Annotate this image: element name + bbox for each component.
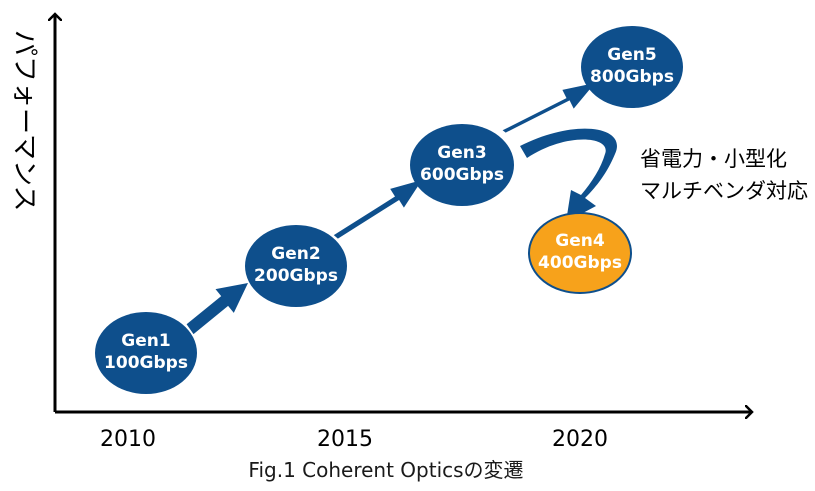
arrow-gen2-gen3: [333, 180, 422, 239]
node-gen4-rate: 400Gbps: [538, 253, 622, 273]
annotation-line-2: マルチベンダ対応: [640, 179, 808, 203]
annotation-line-1: 省電力・小型化: [640, 147, 787, 171]
x-tick-2015: 2015: [317, 427, 373, 452]
figure-caption: Fig.1 Coherent Opticsの変遷: [248, 458, 523, 482]
node-gen1-label: Gen1: [121, 331, 170, 351]
node-gen5: Gen5 800Gbps: [581, 26, 683, 108]
node-gen5-rate: 800Gbps: [590, 67, 674, 87]
node-gen5-label: Gen5: [607, 45, 656, 65]
node-gen3-label: Gen3: [437, 143, 486, 163]
node-gen3: Gen3 600Gbps: [410, 124, 514, 206]
arrow-gen1-gen2: [186, 283, 248, 335]
x-tick-2020: 2020: [552, 427, 608, 452]
arrow-gen3-gen4-curve: [520, 128, 617, 222]
node-gen2-rate: 200Gbps: [254, 266, 338, 286]
y-axis-title: パフォーマンス: [9, 30, 39, 211]
node-gen2-label: Gen2: [271, 244, 320, 264]
node-gen2: Gen2 200Gbps: [245, 225, 347, 307]
arrow-gen3-gen5: [502, 83, 595, 133]
node-gen1-rate: 100Gbps: [104, 353, 188, 373]
x-tick-2010: 2010: [100, 427, 156, 452]
node-gen4-label: Gen4: [555, 231, 605, 251]
node-gen1: Gen1 100Gbps: [95, 312, 197, 394]
node-gen4: Gen4 400Gbps: [528, 212, 632, 294]
node-gen3-rate: 600Gbps: [420, 165, 504, 185]
